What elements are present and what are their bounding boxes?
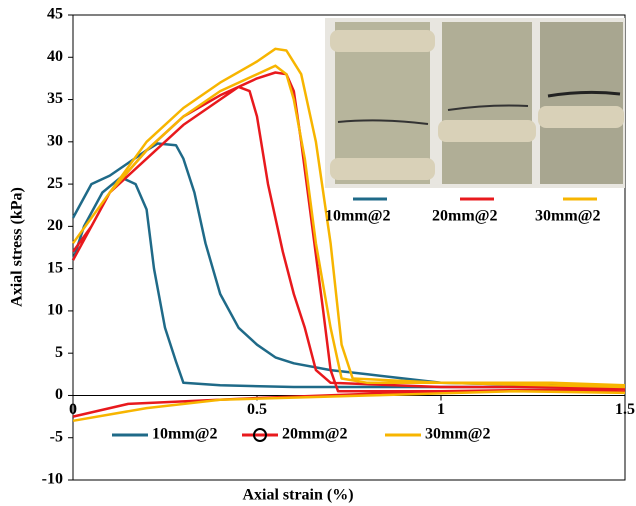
ring (438, 120, 536, 142)
crack (447, 104, 529, 111)
specimen (442, 22, 532, 184)
y-tick-label: 15 (47, 259, 63, 276)
legend-label: 30mm@2 (425, 426, 491, 443)
data-line (71, 47, 626, 423)
ring (330, 158, 435, 180)
y-tick-label: 0 (55, 386, 63, 403)
crack (337, 119, 429, 125)
y-tick-label: -10 (42, 471, 63, 488)
x-tick-label: 1 (437, 401, 445, 418)
crack (547, 90, 621, 98)
y-tick-label: 20 (47, 217, 63, 234)
legend-marker (253, 428, 267, 442)
ring (330, 30, 435, 52)
inset-label: 10mm@2 (325, 208, 391, 225)
y-tick-label: 40 (47, 48, 63, 65)
x-tick-label: 0 (69, 401, 77, 418)
y-axis-title: Axial stress (kPa) (9, 187, 26, 307)
inset-photo (325, 18, 625, 188)
x-tick-label: 1.5 (615, 401, 635, 418)
inset-label: 30mm@2 (535, 208, 601, 225)
x-axis-title: Axial strain (%) (242, 487, 353, 504)
y-tick-label: -5 (50, 428, 63, 445)
legend-label: 20mm@2 (282, 426, 348, 443)
y-tick-label: 10 (47, 302, 63, 319)
y-tick-label: 5 (55, 344, 63, 361)
y-tick-label: 25 (47, 175, 63, 192)
plot-frame (72, 14, 626, 481)
y-tick-label: 35 (47, 90, 63, 107)
inset-label: 20mm@2 (432, 208, 498, 225)
specimen (540, 22, 623, 184)
y-tick-label: 30 (47, 132, 63, 149)
y-tick-label: 45 (47, 6, 63, 23)
x-tick-label: 0.5 (247, 401, 267, 418)
legend-label: 10mm@2 (152, 426, 218, 443)
ring (538, 106, 624, 128)
